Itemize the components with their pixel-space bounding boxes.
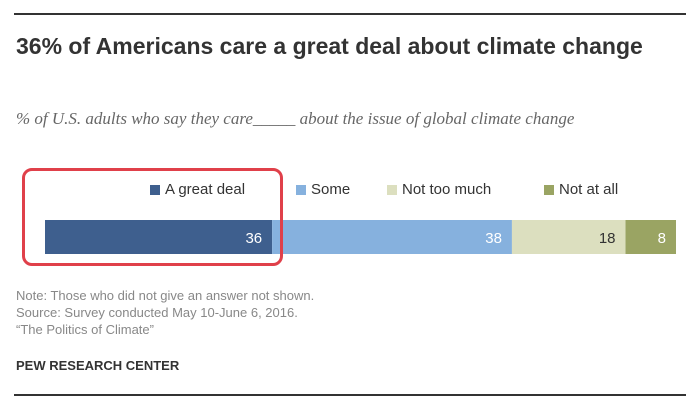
source-text: Source: Survey conducted May 10-June 6, … bbox=[16, 305, 298, 320]
data-label-not-at-all: 8 bbox=[658, 230, 666, 247]
bar-segment-a-great-deal bbox=[45, 220, 273, 254]
bar-segment-not-too-much bbox=[511, 220, 626, 254]
legend-swatch-some bbox=[296, 184, 306, 195]
brand-name: PEW RESEARCH CENTER bbox=[16, 358, 180, 373]
report-title-text: “The Politics of Climate” bbox=[16, 322, 154, 337]
legend-swatch-not-at-all bbox=[544, 184, 554, 195]
data-label-a-great-deal: 36 bbox=[245, 230, 262, 247]
legend-item-a-great-deal: A great deal bbox=[150, 181, 245, 198]
chart-subtitle: % of U.S. adults who say they care_____ … bbox=[16, 109, 575, 128]
legend-label-not-too-much: Not too much bbox=[402, 181, 492, 198]
chart-title: 36% of Americans care a great deal about… bbox=[16, 33, 643, 59]
bottom-rule bbox=[14, 394, 686, 396]
legend-item-some: Some bbox=[296, 181, 350, 198]
legend-swatch-not-too-much bbox=[387, 184, 397, 195]
legend-label-not-at-all: Not at all bbox=[559, 181, 619, 198]
data-label-some: 38 bbox=[485, 230, 502, 247]
legend-item-not-too-much: Not too much bbox=[387, 181, 491, 198]
chart-notes: Note: Those who did not give an answer n… bbox=[16, 287, 676, 338]
data-label-not-too-much: 18 bbox=[599, 230, 616, 247]
legend-swatch-a-great-deal bbox=[150, 184, 160, 195]
top-rule bbox=[14, 13, 686, 15]
highlight-callout-box bbox=[22, 168, 283, 266]
legend-label-some: Some bbox=[311, 181, 351, 198]
bar-segment-some bbox=[272, 220, 512, 254]
legend-label-a-great-deal: A great deal bbox=[165, 181, 246, 198]
legend-item-not-at-all: Not at all bbox=[544, 181, 618, 198]
note-text: Note: Those who did not give an answer n… bbox=[16, 288, 315, 303]
bar-segment-not-at-all bbox=[625, 220, 676, 254]
